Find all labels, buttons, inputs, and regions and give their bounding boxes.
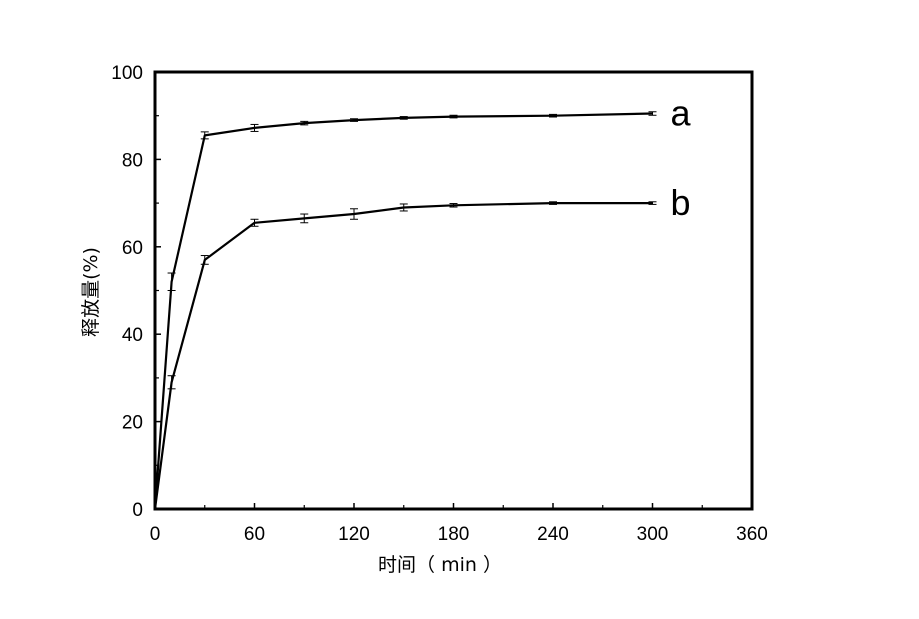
y-axis-title: 释放量(%) xyxy=(80,247,102,337)
series-b-error-bar xyxy=(300,213,309,224)
x-tick-label: 120 xyxy=(338,524,370,545)
series-a-error-bar xyxy=(350,118,358,122)
series-b-error-bar xyxy=(399,203,408,212)
y-tick-label: 40 xyxy=(122,325,143,346)
series-a-error-bar xyxy=(250,123,259,132)
series-a: a xyxy=(153,93,692,510)
series-a-error-bar xyxy=(167,272,176,291)
series-a-error-bar xyxy=(648,111,657,116)
x-tick-label: 360 xyxy=(736,524,768,545)
y-tick-label: 20 xyxy=(122,413,143,434)
x-tick-label: 60 xyxy=(244,524,265,545)
series-a-error-bar xyxy=(549,113,557,118)
y-ticks: 0 20 40 60 80 100 xyxy=(111,63,161,521)
series-b-error-bar xyxy=(350,208,358,220)
x-tick-label: 0 xyxy=(150,524,161,545)
y-tick-label: 60 xyxy=(122,238,143,259)
series-group: ab xyxy=(153,93,692,510)
y-tick-label: 100 xyxy=(111,63,143,84)
series-b-label: b xyxy=(671,182,691,223)
series-a-error-bar xyxy=(449,114,458,119)
series-b-line xyxy=(153,202,653,510)
series-a-label: a xyxy=(671,93,692,134)
series-b-error-bar xyxy=(250,218,259,227)
x-tick-label: 300 xyxy=(637,524,669,545)
x-tick-label: 240 xyxy=(537,524,569,545)
series-a-error-bar xyxy=(399,116,408,120)
series-b-error-bar xyxy=(549,201,557,205)
series-b-error-bar xyxy=(449,203,458,208)
x-axis-title: 时间（ min ） xyxy=(378,554,502,576)
y-tick-label: 80 xyxy=(122,150,143,171)
series-a-error-bar xyxy=(300,120,309,126)
series-b-error-bar xyxy=(167,375,176,390)
x-tick-label: 180 xyxy=(438,524,470,545)
series-b: b xyxy=(153,182,691,510)
series-a-error-bar xyxy=(200,131,209,140)
series-b-error-bar xyxy=(648,201,657,205)
y-tick-label: 0 xyxy=(132,500,143,521)
series-a-line xyxy=(153,112,653,510)
x-ticks: 0 60 120 180 240 300 360 xyxy=(150,503,768,545)
series-b-error-bar xyxy=(200,255,209,265)
